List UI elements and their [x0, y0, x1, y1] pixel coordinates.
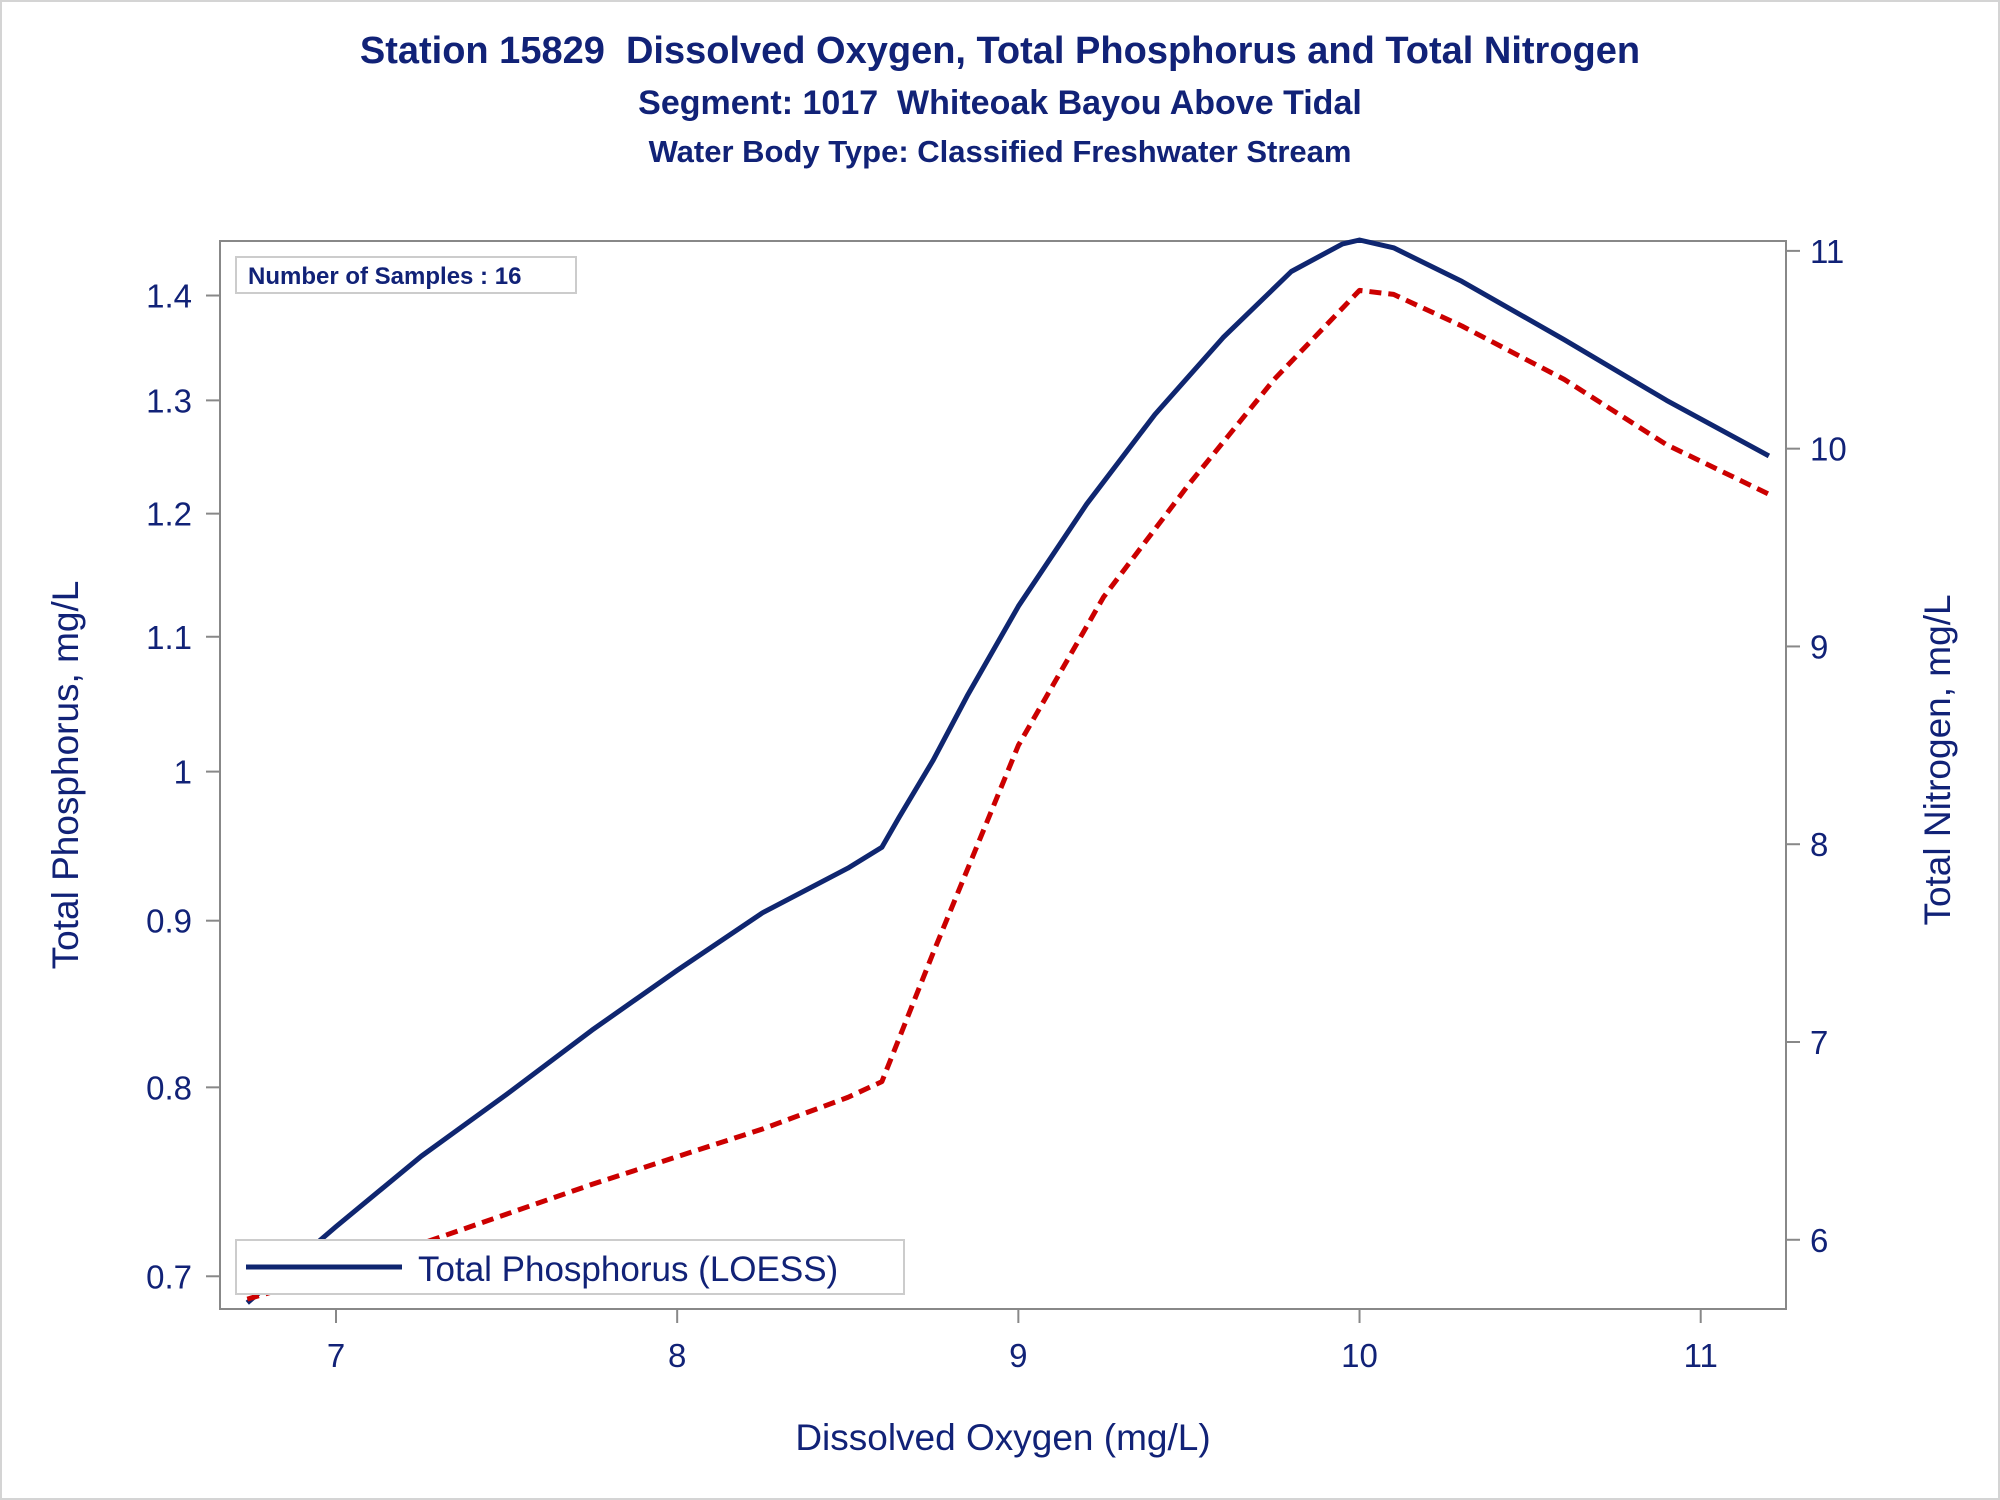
- y2-tick-label: 6: [1810, 1222, 1828, 1259]
- y-tick-label: 1: [174, 754, 192, 791]
- x-tick-label: 7: [327, 1337, 345, 1374]
- total-phosphorus-loess-line: [245, 237, 1771, 1305]
- total-nitrogen-dashed-line: [246, 287, 1770, 1302]
- y2-tick-label: 7: [1810, 1024, 1828, 1061]
- x-axis-label: Dissolved Oxygen (mg/L): [795, 1417, 1210, 1458]
- series-layer: [245, 237, 1771, 1305]
- legend: Total Phosphorus (LOESS): [235, 1239, 905, 1295]
- y2-tick-label: 8: [1810, 826, 1828, 863]
- y2-tick-label: 10: [1810, 431, 1847, 468]
- sample-count-inset: Number of Samples : 16: [235, 256, 577, 294]
- sample-count-label: Number of Samples : 16: [248, 263, 521, 290]
- y-axis-right: 6 7 8 9 10 11: [1786, 233, 1847, 1259]
- y-axis-left: 0.7 0.8 0.9 1 1.1 1.2 1.3 1.4: [146, 278, 220, 1295]
- chart-subtitle: Segment: 1017 Whiteoak Bayou Above Tidal: [638, 84, 1362, 122]
- plot-area: [219, 240, 1787, 1310]
- x-tick-label: 9: [1009, 1337, 1027, 1374]
- y-tick-label: 0.9: [146, 903, 192, 940]
- y-tick-label: 0.8: [146, 1069, 192, 1106]
- y-tick-label: 1.3: [146, 382, 192, 419]
- y-tick-label: 1.4: [146, 278, 192, 315]
- y-tick-label: 1.1: [146, 619, 192, 656]
- x-tick-label: 8: [668, 1337, 686, 1374]
- inset-box: [235, 256, 577, 294]
- chart-subtitle-2: Water Body Type: Classified Freshwater S…: [648, 134, 1352, 169]
- chart-title: Station 15829 Dissolved Oxygen, Total Ph…: [359, 30, 1641, 72]
- x-axis: 7 8 9 10 11: [327, 1309, 1718, 1374]
- y2-tick-label: 11: [1810, 233, 1844, 270]
- x-tick-label: 11: [1684, 1337, 1718, 1374]
- x-tick-label: 10: [1341, 1337, 1378, 1374]
- y-tick-label: 1.2: [146, 496, 192, 533]
- y-axis-label: Total Phosphorus, mg/L: [45, 581, 86, 970]
- y2-axis-label: Total Nitrogen, mg/L: [1917, 594, 1958, 925]
- y2-tick-label: 9: [1810, 628, 1828, 665]
- legend-label: Total Phosphorus (LOESS): [418, 1250, 838, 1289]
- y-tick-label: 0.7: [146, 1258, 192, 1295]
